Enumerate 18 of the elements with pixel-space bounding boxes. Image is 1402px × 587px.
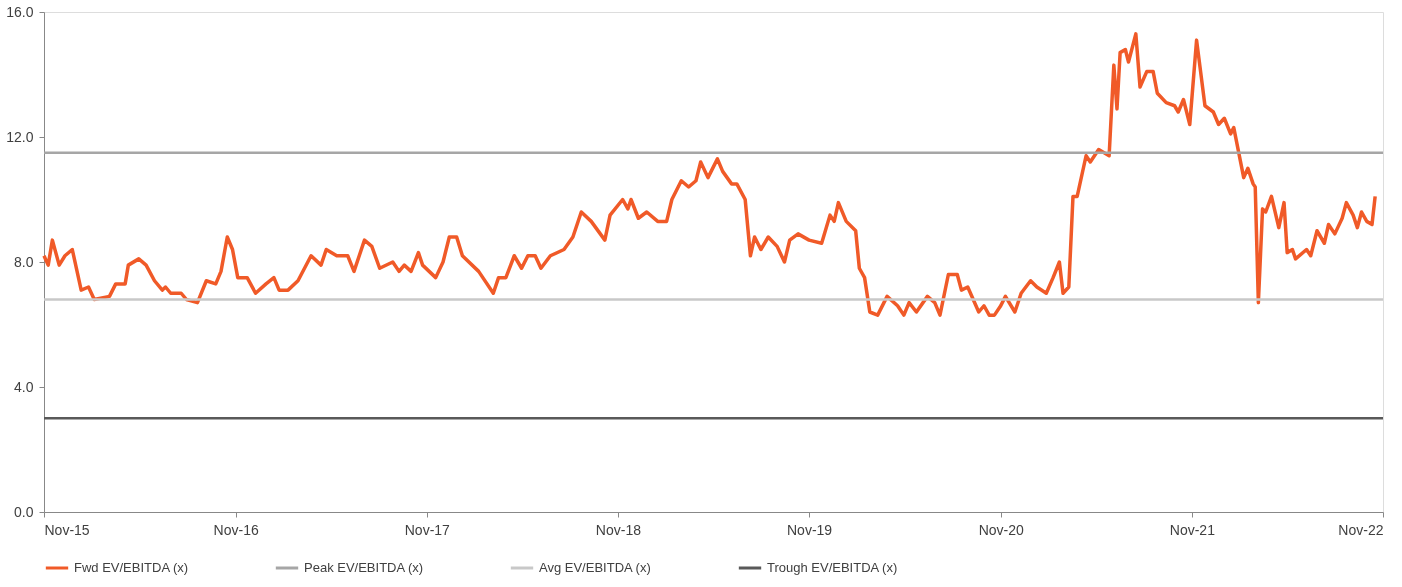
y-tick-label: 8.0 bbox=[14, 253, 34, 270]
y-tick-label: 16.0 bbox=[6, 3, 34, 20]
legend-label: Peak EV/EBITDA (x) bbox=[304, 560, 424, 575]
x-tick-label: Nov-21 bbox=[1169, 521, 1216, 538]
x-tick-label: Nov-17 bbox=[404, 521, 451, 538]
y-tick-label: 12.0 bbox=[6, 128, 34, 145]
legend-label: Avg EV/EBITDA (x) bbox=[539, 560, 651, 575]
x-tick-label: Nov-16 bbox=[213, 521, 259, 538]
x-tick-label: Nov-18 bbox=[595, 521, 642, 538]
x-tick-label: Nov-22 bbox=[1338, 521, 1384, 538]
x-tick-label: Nov-15 bbox=[44, 521, 90, 538]
x-tick-label: Nov-20 bbox=[978, 521, 1024, 538]
x-tick-label: Nov-19 bbox=[787, 521, 833, 538]
y-tick-label: 4.0 bbox=[14, 378, 34, 395]
y-tick-label: 0.0 bbox=[14, 503, 34, 520]
line-series bbox=[42, 32, 1377, 317]
legend-label: Fwd EV/EBITDA (x) bbox=[74, 560, 189, 575]
legend-label: Trough EV/EBITDA (x) bbox=[767, 560, 898, 575]
